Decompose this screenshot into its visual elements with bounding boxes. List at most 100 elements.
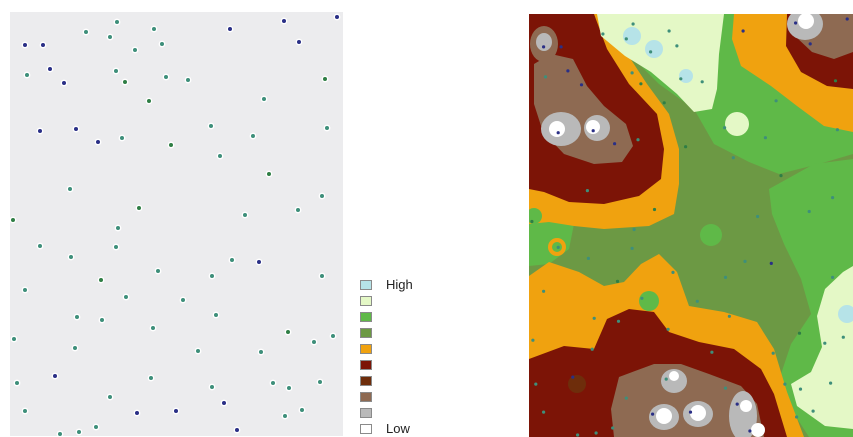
sample-point [271, 381, 275, 385]
surface-sample-point [807, 209, 811, 214]
sample-point [25, 73, 29, 77]
legend-row-3 [360, 309, 386, 324]
sample-point [75, 315, 79, 319]
surface-sample-point [700, 80, 704, 84]
class-white-zone [586, 120, 600, 134]
sample-point [235, 428, 239, 432]
sample-point [320, 194, 324, 198]
sample-points-map [10, 12, 343, 436]
sample-point [123, 80, 127, 84]
legend-row-8 [360, 389, 386, 404]
surface-sample-point [556, 131, 560, 135]
class-white-zone [690, 405, 706, 421]
sample-point [84, 30, 88, 34]
sample-point [38, 244, 42, 248]
surface-sample-point [795, 415, 799, 419]
surface-sample-point [640, 296, 644, 300]
sample-point [282, 19, 286, 23]
legend-row-4 [360, 325, 386, 340]
sample-point [259, 350, 263, 354]
surface-sample-point [585, 189, 589, 193]
sample-point [228, 27, 232, 31]
surface-sample-point [671, 270, 675, 274]
surface-sample-point [756, 214, 760, 219]
sample-point [58, 432, 62, 436]
sample-point [38, 129, 42, 133]
surface-sample-point [710, 350, 714, 354]
sample-point [312, 340, 316, 344]
sample-point [15, 381, 19, 385]
sample-point [152, 27, 156, 31]
surface-sample-point [591, 129, 595, 133]
sample-point [68, 187, 72, 191]
surface-sample-point [731, 156, 735, 160]
legend-row-7 [360, 373, 386, 388]
surface-sample-point [639, 82, 643, 86]
legend-swatch [360, 359, 372, 370]
legend-row-5 [360, 341, 386, 356]
sample-point [243, 213, 247, 217]
surface-sample-point [783, 382, 787, 386]
surface-sample-point [723, 386, 728, 390]
sample-point [135, 411, 139, 415]
surface-sample-point [624, 396, 628, 400]
legend-swatch [360, 279, 372, 290]
sample-point [74, 127, 78, 131]
surface-sample-point [662, 101, 666, 105]
surface-sample-point [542, 289, 546, 293]
surface-sample-point [651, 412, 655, 416]
sample-point [210, 274, 214, 278]
sample-point [147, 99, 151, 103]
class-white-zone [751, 423, 765, 437]
surface-sample-point [615, 279, 620, 283]
surface-sample-point [679, 77, 683, 81]
sample-point [48, 67, 52, 71]
surface-sample-point [616, 319, 621, 323]
class-light-green-zone [725, 112, 749, 136]
surface-sample-point [684, 145, 688, 149]
surface-sample-point [723, 126, 727, 130]
sample-point [257, 260, 261, 264]
class-white-zone [798, 14, 814, 29]
sample-point [181, 298, 185, 302]
sample-point [124, 295, 128, 299]
surface-sample-point [845, 17, 849, 21]
sample-point [218, 154, 222, 158]
sample-point [262, 97, 266, 101]
sample-point [283, 414, 287, 418]
legend-swatch [360, 295, 372, 306]
sample-point [99, 278, 103, 282]
class-grey-zone [536, 33, 552, 51]
sample-point [149, 376, 153, 380]
sample-point [251, 134, 255, 138]
interpolated-surface-panel [529, 14, 853, 437]
legend-row-9 [360, 405, 386, 420]
sample-point [300, 408, 304, 412]
legend-row-6 [360, 357, 386, 372]
surface-sample-point [833, 79, 838, 83]
surface-sample-point [798, 387, 803, 391]
legend-row-2 [360, 293, 386, 308]
sample-point [62, 81, 66, 85]
surface-sample-point [794, 21, 798, 25]
surface-sample-point [590, 347, 594, 351]
surface-sample-point [559, 45, 563, 49]
surface-sample-point [649, 50, 653, 54]
sample-point [335, 15, 339, 19]
sample-point [320, 274, 324, 278]
sample-point [23, 43, 27, 47]
surface-sample-point [636, 138, 640, 142]
surface-sample-point [797, 331, 802, 335]
sample-point [114, 245, 118, 249]
sample-point [137, 206, 141, 210]
sample-point [77, 430, 81, 434]
sample-point [318, 380, 322, 384]
surface-sample-point [611, 426, 615, 430]
sample-point [267, 172, 271, 176]
surface-sample-point [630, 246, 634, 250]
surface-sample-point [613, 142, 617, 146]
surface-sample-point [631, 22, 635, 26]
surface-sample-point [652, 207, 657, 212]
surface-sample-point [808, 42, 812, 46]
surface-sample-point [542, 45, 546, 49]
